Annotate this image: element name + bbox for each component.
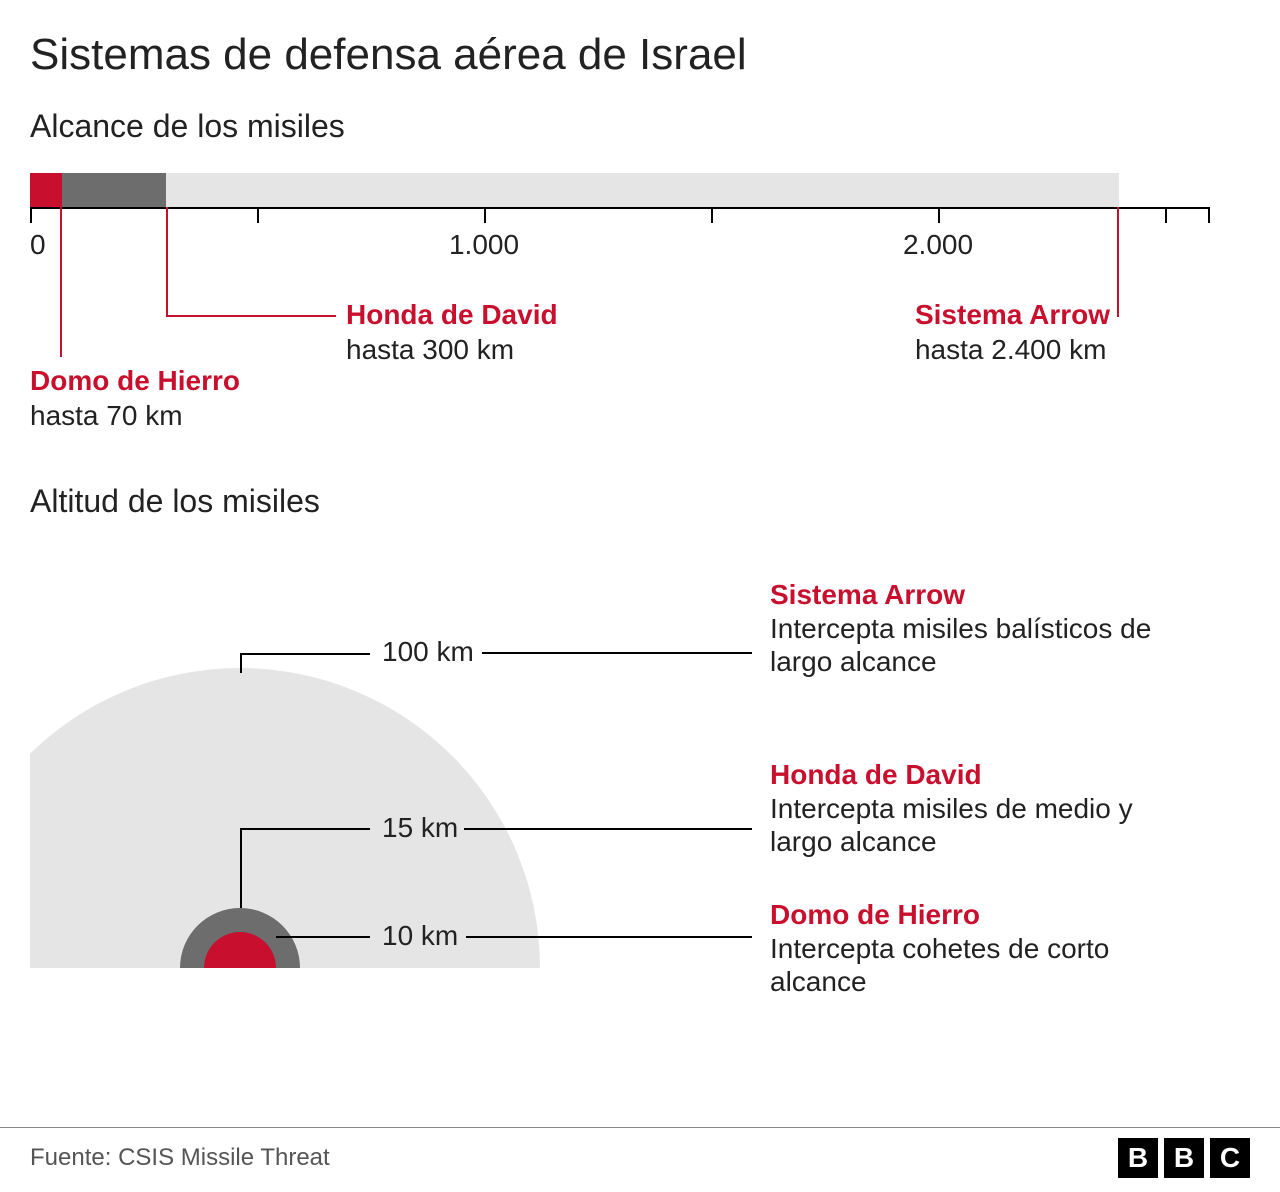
alt-leader-15-v [240,828,242,908]
alt-leader-honda [464,828,752,830]
range-seg-arrow [30,173,1119,207]
range-leader-honda-v [166,207,168,317]
alt-callout-arrow: Sistema Arrow Intercepta misiles balísti… [770,578,1190,679]
range-callout-honda-name: Honda de David [346,297,558,332]
range-ticklabel-2000: 2.000 [903,229,973,261]
range-callout-domo-detail: hasta 70 km [30,398,240,433]
alt-leader-domo [466,936,752,938]
bbc-logo: B B C [1118,1138,1250,1178]
range-leader-domo-v [60,207,62,357]
alt-leader-100-v [240,653,242,673]
range-tick-end [1208,207,1210,223]
footer: Fuente: CSIS Missile Threat B B C [0,1127,1280,1192]
alt-callout-honda-detail: Intercepta misiles de medio y largo alca… [770,792,1190,859]
range-axis [30,207,1210,209]
range-callout-arrow: Sistema Arrow hasta 2.400 km [915,297,1110,367]
alt-leader-15-h [240,828,370,830]
range-leader-honda-h [166,315,336,317]
range-tick-0 [30,207,32,223]
altitude-chart: .altitude-chart .dome-clip { bottom: 0; … [30,548,1250,968]
range-leader-arrow-v [1117,207,1119,317]
alt-callout-arrow-detail: Intercepta misiles balísticos de largo a… [770,612,1190,679]
range-tick-1000 [484,207,486,223]
range-tick-2500 [1165,207,1167,223]
range-chart: 0 1.000 2.000 Domo de Hierro hasta 70 km… [30,173,1250,473]
altitude-section-title: Altitud de los misiles [30,483,1250,520]
main-title: Sistemas de defensa aérea de Israel [30,30,1250,80]
source-text: Fuente: CSIS Missile Threat [30,1144,330,1172]
range-ticklabel-1000: 1.000 [449,229,519,261]
alt-callout-domo: Domo de Hierro Intercepta cohetes de cor… [770,898,1190,999]
alt-leader-arrow [482,652,752,654]
alt-label-100: 100 km [382,636,474,668]
range-seg-domo [30,173,62,207]
alt-label-10: 10 km [382,920,458,952]
altitude-dome-clip [30,668,670,968]
source-prefix: Fuente: [30,1144,118,1171]
alt-callout-domo-name: Domo de Hierro [770,898,1190,932]
alt-leader-10-h [276,936,370,938]
source-name: CSIS Missile Threat [118,1144,330,1171]
range-ticklabel-0: 0 [30,229,46,261]
range-tick-2000 [938,207,940,223]
range-callout-arrow-name: Sistema Arrow [915,297,1110,332]
range-tick-500 [257,207,259,223]
range-tick-1500 [711,207,713,223]
range-callout-domo-name: Domo de Hierro [30,363,240,398]
alt-callout-honda-name: Honda de David [770,758,1190,792]
bbc-logo-b1: B [1118,1138,1158,1178]
alt-label-15: 15 km [382,812,458,844]
bbc-logo-b2: B [1164,1138,1204,1178]
alt-callout-arrow-name: Sistema Arrow [770,578,1190,612]
altitude-dome-outer [30,668,540,968]
range-callout-honda: Honda de David hasta 300 km [346,297,558,367]
range-callout-honda-detail: hasta 300 km [346,332,558,367]
range-callout-domo: Domo de Hierro hasta 70 km [30,363,240,433]
range-bar-track [30,173,1210,207]
alt-leader-100-h [240,653,370,655]
alt-callout-honda: Honda de David Intercepta misiles de med… [770,758,1190,859]
alt-callout-domo-detail: Intercepta cohetes de corto alcance [770,932,1190,999]
range-callout-arrow-detail: hasta 2.400 km [915,332,1110,367]
range-section-title: Alcance de los misiles [30,108,1250,145]
bbc-logo-c: C [1210,1138,1250,1178]
